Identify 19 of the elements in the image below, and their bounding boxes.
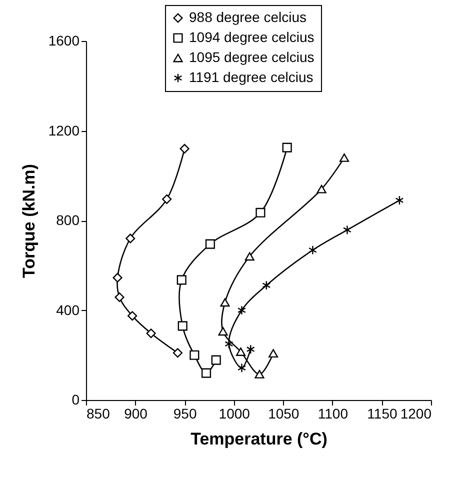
legend-label: 988 degree celcius <box>189 9 307 25</box>
y-tick-label: 1200 <box>48 122 80 138</box>
x-axis-title: Temperature (°C) <box>190 430 328 448</box>
x-tick-label: 1050 <box>268 406 300 422</box>
x-tick-label: 1000 <box>218 406 250 422</box>
y-tick-label: 400 <box>56 302 80 318</box>
x-tick-label: 950 <box>173 406 197 422</box>
y-tick-label: 800 <box>56 212 80 228</box>
y-axis-title: Torque (kN.m) <box>19 164 38 278</box>
x-tick-label: 850 <box>86 406 110 422</box>
legend-label: 1095 degree celcius <box>189 49 314 65</box>
y-tick-label: 1600 <box>48 32 80 48</box>
x-tick-label: 1150 <box>367 406 398 422</box>
y-tick-label: 0 <box>72 392 80 408</box>
x-tick-label: 1100 <box>318 406 348 422</box>
x-tick-label: 900 <box>124 406 148 422</box>
x-tick-label: 1200 <box>400 406 432 422</box>
legend-label: 1191 degree celcius <box>189 69 314 85</box>
legend-label: 1094 degree celcius <box>189 29 314 45</box>
